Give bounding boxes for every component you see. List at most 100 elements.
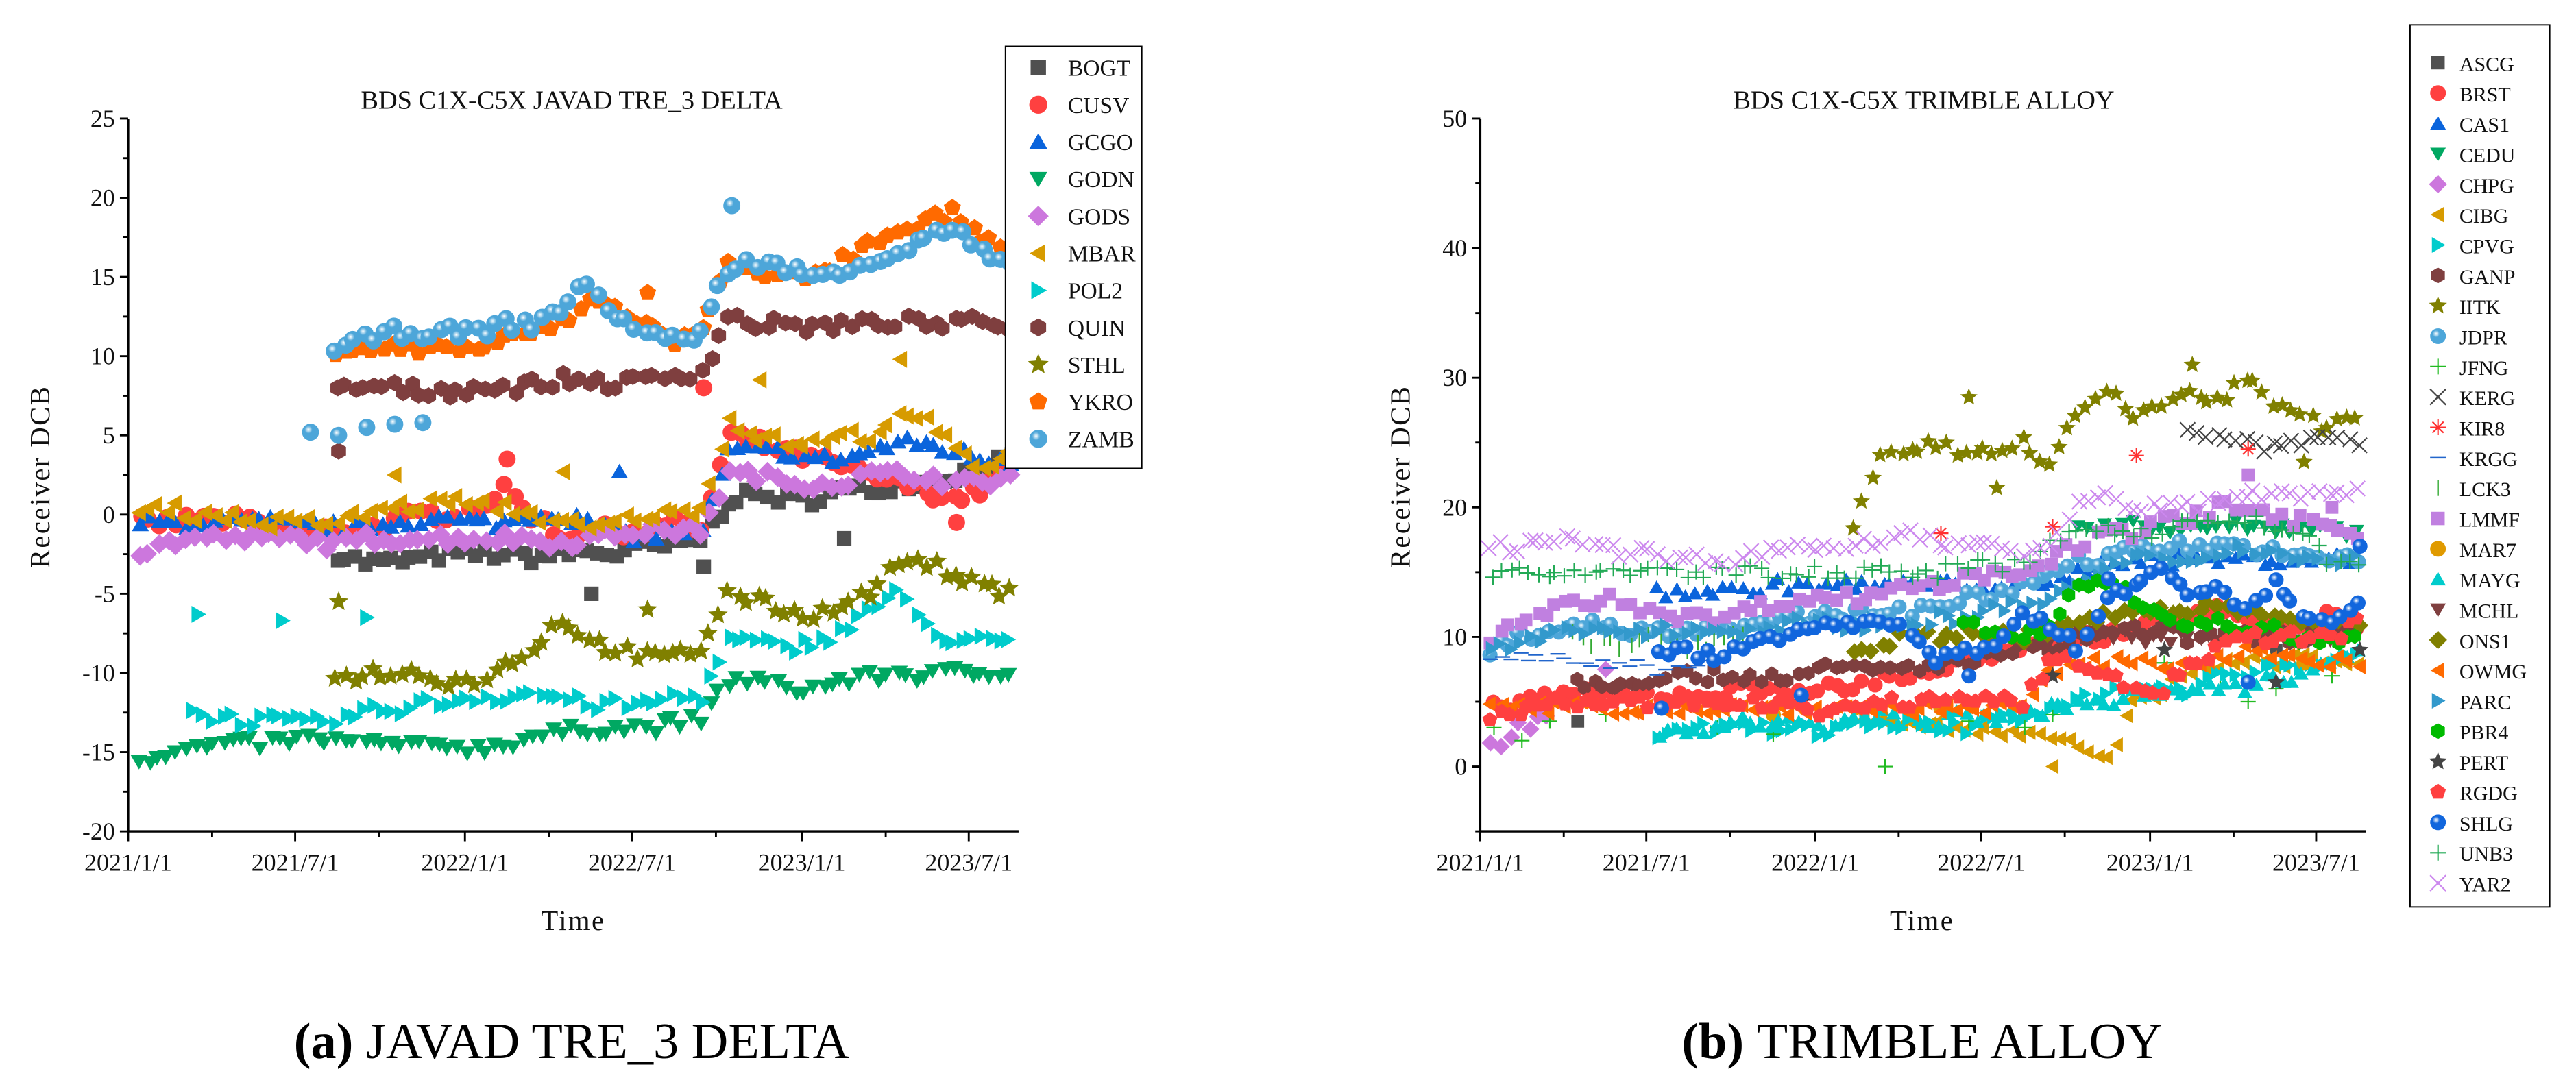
legend-marker-icon [1030,244,1045,262]
data-point [1527,532,1544,549]
data-point [746,471,766,491]
data-point [2135,546,2149,562]
data-point [2257,557,2273,571]
data-point [859,443,877,458]
data-point [729,495,744,510]
data-point [1853,641,1871,659]
data-point [225,525,245,546]
data-point [383,550,398,565]
legend-label: MBAR [1068,241,1136,267]
data-point [1845,643,1864,661]
data-point [595,642,616,661]
data-point [2241,468,2255,482]
data-point [2115,691,2131,705]
data-point [947,513,965,531]
data-point [2322,486,2340,502]
data-point [1678,639,1694,655]
data-point [430,737,448,753]
data-point [850,464,871,485]
data-point [1689,670,1703,686]
data-point [2258,587,2274,603]
caption: (a) JAVAD TRE_3 DELTA [294,1014,850,1070]
data-point [2078,540,2092,554]
data-point [627,648,648,667]
data-point [1819,656,1832,672]
y-axis-label: Receiver DCB [25,385,56,568]
data-point [452,692,467,710]
data-point [1686,723,1702,737]
data-point [2338,487,2355,504]
data-point [357,700,372,718]
data-point [2117,624,2133,638]
data-point [622,525,643,546]
data-point [2282,647,2296,663]
legend-label: POL2 [1068,279,1123,304]
legend-marker-icon [1028,354,1049,373]
legend: ASCG BRST CAS1 CEDU CHPG CIBG CPVG GANP IITK JDPR… [2409,24,2551,908]
data-point [1640,700,1655,715]
data-point [276,612,291,630]
data-point [1649,546,1666,563]
data-point [681,644,701,663]
data-point [1780,673,1794,689]
data-point [897,668,914,683]
legend-label: BOGT [1068,56,1130,82]
data-point [1001,630,1017,648]
data-point [590,286,607,304]
data-point [647,530,665,546]
legend-marker-icon [2430,844,2446,861]
data-point [355,379,370,397]
legend-marker-icon [1030,60,1046,75]
data-point [2022,724,2036,740]
data-point [2144,530,2160,546]
data-point [1801,569,1816,585]
data-point [1736,628,1749,644]
data-point [877,667,895,683]
data-point [2096,697,2112,711]
x-tick-label: 2021/7/1 [252,849,339,877]
data-point [1755,674,1769,689]
data-point [1815,537,1832,554]
legend-label: UNB3 [2459,843,2513,866]
data-point [1993,441,2011,458]
data-point [835,620,850,637]
data-point [1956,615,1970,630]
data-point [2267,673,2285,690]
data-point [1960,388,1978,405]
data-point [625,368,640,385]
y-tick-label: 40 [1442,234,1467,262]
data-point [1986,564,1999,578]
data-point [1975,552,1991,567]
data-point [729,422,745,439]
x-tick-label: 2022/7/1 [1937,849,2025,877]
data-point [1942,722,1956,738]
data-point [1877,759,1893,774]
data-point [431,553,446,568]
data-point [1546,690,1562,705]
legend-marker-icon [2430,783,2446,799]
legend-label: LCK3 [2459,478,2511,501]
data-point [430,524,451,545]
data-point [438,741,456,757]
data-point [1640,629,1655,645]
data-point [2351,437,2368,454]
data-point [964,458,980,476]
data-point [1728,567,1744,583]
legend-marker-icon [1030,318,1047,336]
data-point [390,534,411,554]
data-point [691,641,711,660]
data-point [590,630,609,649]
data-point [1927,439,1945,456]
caption-text: TRIMBLE ALLOY [1757,1014,2163,1070]
data-point [816,446,834,461]
legend-item-cibg: CIBG [2430,205,2508,228]
data-point [1623,567,1638,583]
data-point [897,552,917,571]
data-point [1836,659,1849,674]
data-point [915,670,932,685]
data-point [1742,543,1760,559]
data-point [2137,637,2153,651]
data-point [748,487,763,502]
data-point [2163,636,2178,650]
data-point [570,516,585,534]
